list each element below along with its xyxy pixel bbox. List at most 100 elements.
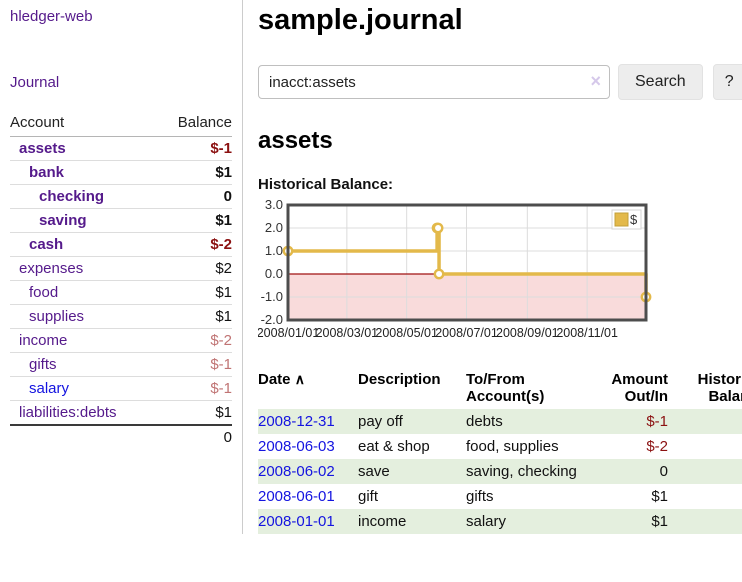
account-row: gifts $-1	[10, 352, 232, 377]
transaction-amount: $1	[651, 513, 668, 530]
transaction-row: 2008-12-31 pay off debts $-1$-1	[258, 409, 742, 434]
svg-text:1.0: 1.0	[265, 243, 283, 258]
svg-text:2008/01/01: 2008/01/01	[258, 326, 319, 340]
sort-ascending-icon: ∧	[294, 371, 305, 387]
accounts-table-header: Account Balance	[10, 110, 232, 137]
transaction-amount: $1	[651, 488, 668, 505]
svg-text:2008/03/01: 2008/03/01	[316, 326, 379, 340]
transaction-balance: 0	[672, 434, 742, 459]
account-link-cash[interactable]: cash	[29, 236, 64, 253]
account-row: expenses $2	[10, 256, 232, 281]
account-link-liabilities-debts[interactable]: liabilities:debts	[19, 404, 117, 421]
transaction-balance: $1	[672, 509, 742, 534]
account-link-bank[interactable]: bank	[29, 164, 65, 181]
date-column-header[interactable]: Date ∧	[258, 371, 305, 388]
transaction-description: gift	[358, 488, 379, 505]
account-balance: $-2	[157, 328, 232, 353]
account-link-saving[interactable]: saving	[39, 212, 87, 229]
account-row: supplies $1	[10, 304, 232, 329]
transaction-date-link[interactable]: 2008-01-01	[258, 513, 335, 530]
account-link-salary[interactable]: salary	[29, 380, 70, 397]
sidebar-item-journal[interactable]: Journal	[10, 74, 60, 91]
balance-column-header-register: Historical Balance	[697, 371, 742, 405]
register-table-header: Date ∧ Description To/From Account(s) Am…	[258, 369, 742, 409]
clear-search-icon[interactable]: ×	[590, 71, 601, 91]
accounts-total-value: 0	[10, 424, 232, 450]
app-title-link[interactable]: hledger-web	[10, 8, 93, 25]
transaction-date-link[interactable]: 2008-06-02	[258, 463, 335, 480]
account-link-expenses[interactable]: expenses	[19, 260, 84, 277]
main-content: sample.journal × Search ? assets Histori…	[243, 0, 742, 534]
description-column-header: Description	[358, 371, 441, 388]
page: hledger-web Journal Account Balance asse…	[0, 0, 742, 534]
transaction-amount: 0	[659, 463, 668, 480]
transaction-date-link[interactable]: 2008-06-03	[258, 438, 335, 455]
svg-text:-2.0: -2.0	[261, 312, 283, 327]
chart-svg: $3.0 2.0 1.0 0.0 -1.0 -2.02008/01/012008/03/0…	[257, 197, 652, 340]
account-row: salary $-1	[10, 376, 232, 401]
svg-text:2008/05/01: 2008/05/01	[375, 326, 438, 340]
transaction-date-link[interactable]: 2008-06-01	[258, 488, 335, 505]
transaction-accounts: debts	[466, 413, 503, 430]
search-button[interactable]: Search	[618, 64, 703, 100]
account-row: saving $1	[10, 208, 232, 233]
account-balance: $-2	[157, 232, 232, 257]
account-link-income[interactable]: income	[19, 332, 68, 349]
account-row: liabilities:debts $1	[10, 401, 232, 426]
sidebar: hledger-web Journal Account Balance asse…	[0, 0, 243, 534]
transaction-balance: $2	[672, 484, 742, 509]
account-balance: $1	[157, 208, 232, 233]
account-link-supplies[interactable]: supplies	[29, 308, 85, 325]
svg-text:2.0: 2.0	[265, 220, 283, 235]
account-column-header: Account	[10, 110, 158, 137]
account-link-assets[interactable]: assets	[19, 140, 66, 157]
accounts-total-row: 0	[10, 424, 232, 450]
transaction-description: income	[358, 513, 407, 530]
transaction-row: 2008-06-03 eat & shop food, supplies $-20	[258, 434, 742, 459]
account-link-checking[interactable]: checking	[39, 188, 105, 205]
transaction-accounts: food, supplies	[466, 438, 559, 455]
chart-title: Historical Balance:	[258, 176, 394, 193]
accounts-column-header: To/From Account(s)	[466, 371, 545, 405]
transaction-accounts: saving, checking	[466, 463, 577, 480]
account-row: income $-2	[10, 328, 232, 353]
svg-text:0.0: 0.0	[265, 266, 283, 281]
account-row: checking 0	[10, 184, 232, 209]
search-input[interactable]	[258, 65, 610, 99]
svg-text:2008/09/01: 2008/09/01	[496, 326, 559, 340]
account-row: assets $-1	[10, 136, 232, 161]
svg-text:-1.0: -1.0	[261, 289, 283, 304]
account-balance: $-1	[157, 136, 232, 161]
balance-column-header: Balance	[157, 110, 232, 137]
account-balance: $1	[157, 160, 232, 185]
account-balance: $2	[157, 256, 232, 281]
transaction-date-link[interactable]: 2008-12-31	[258, 413, 335, 430]
account-row: cash $-2	[10, 232, 232, 257]
svg-text:$: $	[630, 212, 638, 227]
account-heading: assets	[258, 127, 333, 154]
historical-balance-chart: $3.0 2.0 1.0 0.0 -1.0 -2.0 2008/01/01 2008/03/0…	[257, 197, 742, 349]
account-balance: $-1	[157, 352, 232, 377]
account-link-food[interactable]: food	[29, 284, 59, 301]
account-balance: $1	[157, 304, 232, 329]
transaction-description: eat & shop	[358, 438, 430, 455]
account-row: food $1	[10, 280, 232, 305]
search-bar: × Search ?	[258, 64, 742, 100]
amount-column-header: Amount Out/In	[611, 371, 668, 405]
transaction-description: pay off	[358, 413, 403, 430]
transaction-row: 2008-06-01 gift gifts $1$2	[258, 484, 742, 509]
account-row: bank $1	[10, 160, 232, 185]
accounts-table-body: assets $-1 bank $1 checking 0 saving $1 cash $-2 e…	[10, 136, 232, 426]
help-button[interactable]: ?	[712, 64, 742, 100]
transaction-row: 2008-01-01 income salary $1$1	[258, 509, 742, 534]
register-table-body: 2008-12-31 pay off debts $-1$-1 2008-06-03 ea…	[258, 409, 742, 534]
account-link-gifts[interactable]: gifts	[29, 356, 57, 373]
transaction-description: save	[358, 463, 390, 480]
svg-text:2008/11/01: 2008/11/01	[556, 326, 618, 340]
account-balance: 0	[157, 184, 232, 209]
transaction-amount: $-2	[646, 438, 668, 455]
transaction-accounts: salary	[466, 513, 507, 530]
account-balance: $-1	[157, 376, 232, 401]
accounts-table: Account Balance assets $-1 bank $1 checking 0…	[10, 110, 232, 450]
register-table: Date ∧ Description To/From Account(s) Am…	[258, 369, 742, 534]
